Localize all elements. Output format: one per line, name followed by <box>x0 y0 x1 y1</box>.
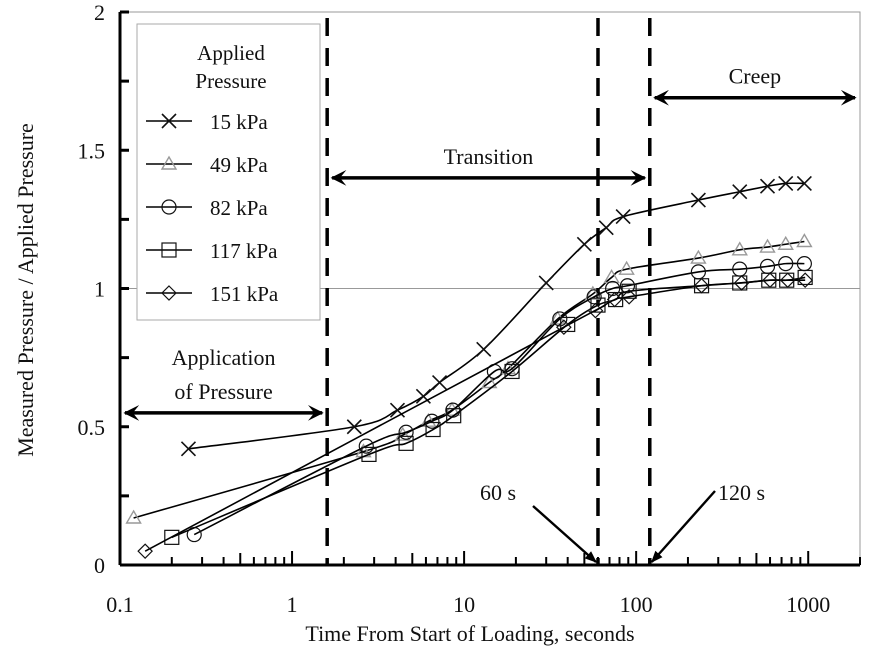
data-point <box>584 285 602 300</box>
data-point <box>576 236 592 252</box>
legend-marker <box>161 285 177 301</box>
data-point <box>415 388 431 404</box>
data-point <box>446 408 462 424</box>
data-point <box>398 424 414 440</box>
data-point <box>797 269 813 286</box>
data-point <box>560 316 576 333</box>
data-point <box>346 419 362 435</box>
data-point <box>587 302 604 319</box>
data-point <box>556 319 572 336</box>
data-point <box>608 291 624 308</box>
legend-marker <box>160 155 178 170</box>
y-tick-label: 2 <box>94 0 105 25</box>
legend-marker <box>161 199 177 215</box>
legend-title-line-1: Applied <box>197 41 265 65</box>
data-point <box>690 192 706 208</box>
y-axis-label: Measured Pressure / Applied Pressure <box>13 123 38 457</box>
data-point <box>796 175 812 191</box>
data-point <box>619 278 636 294</box>
data-point <box>552 311 568 327</box>
data-point <box>431 374 448 391</box>
y-tick-label: 0 <box>94 553 105 578</box>
data-point <box>504 363 520 380</box>
data-point <box>598 220 614 236</box>
series-151-kpa <box>137 272 814 560</box>
x-tick-label: 1000 <box>786 592 830 617</box>
legend-marker <box>161 113 177 129</box>
data-point <box>615 209 631 225</box>
data-point <box>731 241 748 256</box>
data-point <box>476 341 492 357</box>
region-label: Application <box>172 345 276 370</box>
data-point <box>538 275 554 291</box>
y-tick-label: 1.5 <box>78 138 106 163</box>
legend-entry: 117 kPa <box>146 239 278 263</box>
data-point <box>732 184 748 200</box>
data-point <box>389 402 406 418</box>
annotation-arrow <box>650 490 716 563</box>
series-15-kpa <box>180 175 812 457</box>
legend-title-line-2: Pressure <box>195 69 266 93</box>
data-point <box>361 446 377 462</box>
annotation-label: 120 s <box>718 480 765 505</box>
x-tick-label: 10 <box>453 592 475 617</box>
annotation-arrow <box>532 505 597 563</box>
legend-marker <box>161 242 177 258</box>
data-point <box>180 441 197 457</box>
series-line <box>144 279 806 552</box>
data-point <box>759 178 776 194</box>
data-point <box>621 283 637 299</box>
data-point <box>777 235 794 250</box>
legend-label: 151 kPa <box>210 282 279 306</box>
legend-label: 49 kPa <box>210 153 268 177</box>
data-point <box>733 275 750 291</box>
data-point <box>358 438 374 454</box>
data-point <box>125 509 142 524</box>
data-point <box>759 238 776 253</box>
data-point <box>586 289 602 305</box>
data-point <box>693 277 710 294</box>
region-label: Creep <box>729 64 782 89</box>
x-tick-label: 100 <box>620 592 653 617</box>
x-tick-label: 1 <box>287 592 298 617</box>
data-point <box>425 421 441 438</box>
legend-label: 15 kPa <box>210 110 268 134</box>
data-point <box>621 288 637 305</box>
data-point <box>606 291 623 308</box>
data-point <box>164 529 180 545</box>
x-axis-label: Time From Start of Loading, seconds <box>305 621 634 646</box>
data-point <box>603 269 620 284</box>
legend-entry: 82 kPa <box>146 196 268 220</box>
legend-entry: 49 kPa <box>146 153 268 177</box>
legend-label: 82 kPa <box>210 196 268 220</box>
y-tick-label: 1 <box>94 277 105 302</box>
region-label: of Pressure <box>174 379 272 404</box>
data-point <box>778 256 794 272</box>
legend: Applied Pressure 15 kPa 49 kPa 82 kPa 117 k… <box>136 23 321 321</box>
data-point <box>796 233 813 248</box>
data-point <box>690 249 707 264</box>
data-point <box>398 435 414 451</box>
x-tick-label: 0.1 <box>106 592 134 617</box>
y-tick-label: 0.5 <box>78 415 106 440</box>
legend-box <box>136 23 321 321</box>
legend-entry: 15 kPa <box>146 110 268 134</box>
data-point <box>778 175 794 191</box>
data-point <box>618 260 635 275</box>
region-label: Transition <box>444 144 534 169</box>
legend-entry: 151 kPa <box>146 282 279 306</box>
data-point <box>762 272 778 289</box>
data-point <box>137 543 153 560</box>
data-point <box>481 374 498 389</box>
data-point <box>779 272 796 289</box>
annotation-label: 60 s <box>480 480 516 505</box>
data-point <box>424 413 440 429</box>
data-point <box>605 280 621 297</box>
data-point <box>797 272 814 289</box>
legend-label: 117 kPa <box>210 239 278 263</box>
